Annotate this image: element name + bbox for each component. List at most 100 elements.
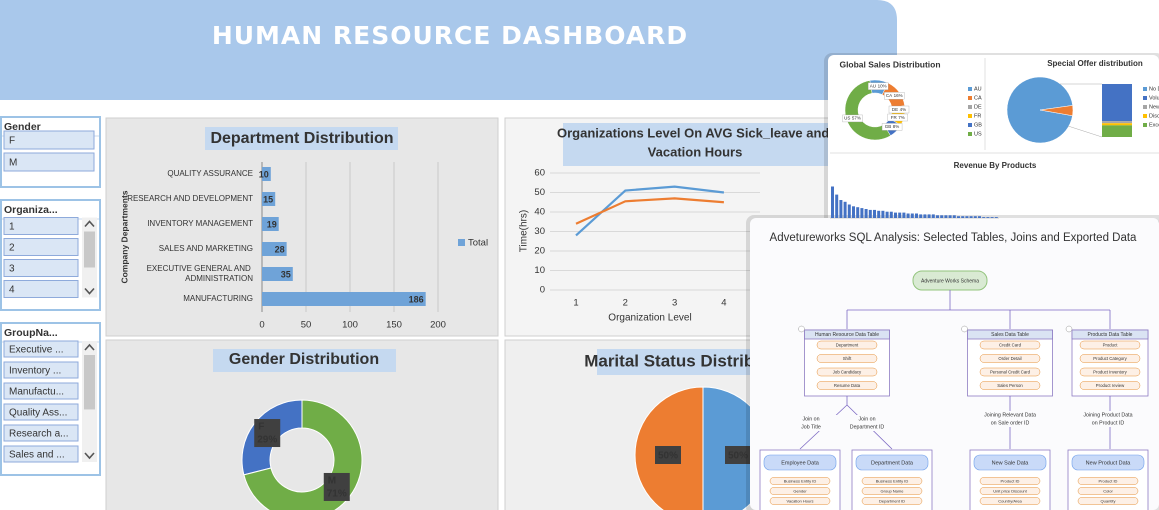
bar xyxy=(898,212,902,218)
field-pill xyxy=(769,487,831,495)
slicer-item xyxy=(3,382,79,400)
slicer-item-label: 2 xyxy=(9,243,15,254)
diagram-title: Advetureworks SQL Analysis: Selected Tab… xyxy=(770,232,1138,244)
legend-label: Excess xyxy=(1149,122,1159,128)
join-label: Department ID xyxy=(850,424,885,430)
x-tick-label: 50 xyxy=(301,320,312,331)
data-label: CA 16% xyxy=(886,93,903,98)
scroll-down xyxy=(84,287,95,295)
legend-swatch xyxy=(1143,105,1147,109)
slicer-title: GroupNa... xyxy=(4,327,58,339)
scroll-down xyxy=(84,452,95,460)
field-label: Color xyxy=(1103,488,1113,493)
field-pill xyxy=(861,477,923,485)
label-box xyxy=(725,446,751,464)
slicer-item-label: Sales and ... xyxy=(9,450,65,461)
y-tick-label: SALES AND MARKETING xyxy=(159,244,253,253)
bar xyxy=(868,209,872,218)
scroll-thumb xyxy=(84,231,95,268)
bar xyxy=(864,209,868,218)
bar xyxy=(860,208,864,218)
bar xyxy=(973,216,977,218)
scroll-thumb xyxy=(84,355,95,410)
field-label: Group Name xyxy=(881,488,905,493)
field-pill xyxy=(769,477,831,485)
output-title: Department Data xyxy=(871,460,914,466)
chart-title: Revenue By Products xyxy=(954,161,1037,170)
data-label: US 57% xyxy=(844,116,861,121)
output-header xyxy=(1071,454,1145,471)
bar xyxy=(877,210,881,218)
field-pill xyxy=(861,497,923,505)
chart-title: Special Offer distribution xyxy=(1047,59,1143,68)
bar xyxy=(957,216,960,218)
legend-swatch xyxy=(968,132,972,136)
join-label: Joining Relevant Data xyxy=(984,412,1036,418)
field-label: Credit Card xyxy=(999,342,1022,347)
bar xyxy=(262,217,279,231)
field-label: Product ID xyxy=(1099,478,1118,483)
slicer-item-label: M xyxy=(9,158,17,169)
slicer-item xyxy=(3,424,79,442)
overlay-panels xyxy=(746,53,1159,510)
bar xyxy=(910,213,914,218)
data-label-value: 57% xyxy=(852,116,861,121)
legend-label: Volum xyxy=(1149,95,1159,101)
label-box xyxy=(884,92,905,100)
data-label-category: AU xyxy=(870,84,876,89)
field-pill xyxy=(816,340,878,350)
slicer-item-label: Quality Ass... xyxy=(9,408,67,419)
join-label: Job Title xyxy=(801,424,821,430)
connector xyxy=(846,290,1111,329)
data-label: 50% xyxy=(728,451,748,462)
field-label: Gender xyxy=(793,488,807,493)
chart-title: Department Distribution xyxy=(210,130,393,147)
title-box xyxy=(205,127,398,150)
y-tick-label: 50 xyxy=(534,187,545,198)
x-tick-label: 100 xyxy=(342,320,358,331)
bar xyxy=(944,215,948,218)
data-label: AU 10% xyxy=(870,84,887,89)
field-pill xyxy=(816,367,878,377)
field-pill xyxy=(979,497,1041,505)
x-tick-label: 0 xyxy=(259,320,264,331)
field-pill xyxy=(979,381,1041,390)
y-axis-label: Time(hrs) xyxy=(519,210,530,252)
bar xyxy=(852,206,855,218)
field-label: Product xyxy=(1103,342,1119,347)
data-label: 186 xyxy=(409,294,424,304)
title-box xyxy=(563,123,828,166)
field-label: Vacation Hours xyxy=(786,498,813,503)
x-tick-label: 150 xyxy=(386,320,402,331)
field-pill xyxy=(1079,381,1141,390)
field-pill xyxy=(1077,497,1139,505)
x-tick-label: 200 xyxy=(430,320,446,331)
chart-title: Gender Distribution xyxy=(229,351,379,368)
slicers: Gender FM Organiza... 1 2 3 4 GroupNa... Executi… xyxy=(0,116,101,476)
data-label: 19 xyxy=(267,219,277,229)
bar xyxy=(881,210,885,218)
data-label: 28 xyxy=(275,244,285,254)
bar-segment xyxy=(1102,121,1132,124)
join-label: Join on xyxy=(802,416,819,422)
bar xyxy=(982,217,986,218)
field-label: Country/Area xyxy=(998,498,1022,503)
title-box xyxy=(213,349,396,372)
join-bg xyxy=(978,419,1042,427)
field-label: Business Entity ID xyxy=(784,478,817,483)
join-bg xyxy=(835,415,899,423)
table-header xyxy=(804,329,890,340)
data-label-value: 16% xyxy=(894,93,903,98)
bar xyxy=(902,212,906,218)
chart-title: Global Sales Distribution xyxy=(839,59,940,69)
data-label: 15 xyxy=(263,194,273,204)
data-label: 35 xyxy=(281,269,291,279)
y-tick-label: 10 xyxy=(534,265,545,276)
legend-label: Disco xyxy=(1149,113,1159,119)
header-banner xyxy=(0,0,897,100)
bar xyxy=(931,214,935,218)
label-box xyxy=(887,113,908,122)
bar xyxy=(965,216,969,218)
